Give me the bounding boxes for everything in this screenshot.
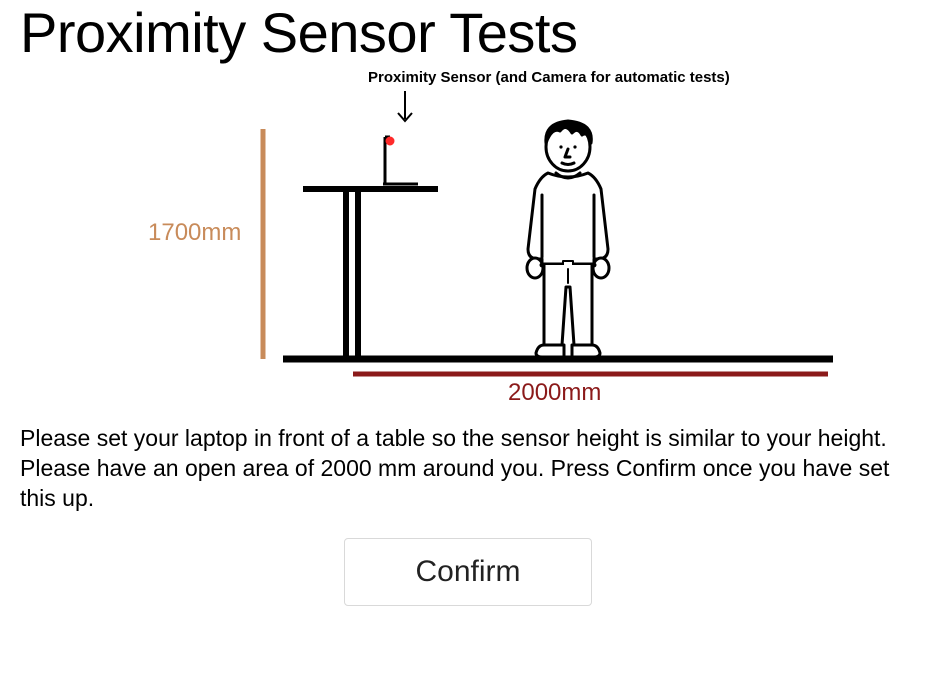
button-row: Confirm (20, 538, 916, 606)
table-icon (303, 189, 438, 357)
person-icon (527, 121, 609, 357)
diagram-container: Proximity Sensor (and Camera for automat… (20, 69, 916, 414)
sensor-caption: Proximity Sensor (and Camera for automat… (368, 69, 730, 86)
height-dimension-label: 1700mm (148, 219, 241, 247)
setup-diagram: Proximity Sensor (and Camera for automat… (88, 69, 848, 414)
confirm-button[interactable]: Confirm (344, 538, 591, 606)
page-title: Proximity Sensor Tests (20, 0, 916, 65)
width-dimension-label: 2000mm (508, 379, 601, 407)
instructions-text: Please set your laptop in front of a tab… (20, 424, 916, 514)
arrow-down-icon (398, 91, 412, 121)
sensor-dot-icon (386, 137, 394, 145)
